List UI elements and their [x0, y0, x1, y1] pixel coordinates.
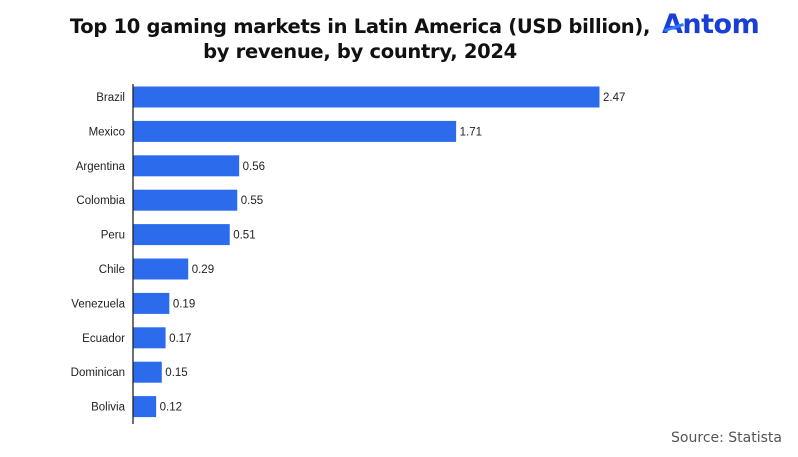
data-label: 0.55 — [241, 195, 263, 207]
antom-logo: Antom — [662, 9, 760, 40]
bar-peru — [133, 224, 230, 246]
data-label: 2.47 — [603, 92, 625, 104]
category-label: Peru — [101, 230, 125, 242]
data-label: 0.12 — [160, 402, 182, 414]
bar-bolivia — [133, 396, 157, 418]
category-label: Chile — [99, 264, 125, 276]
category-label: Colombia — [76, 195, 125, 207]
data-label: 1.71 — [460, 126, 482, 138]
source-note: Source: Statista — [671, 430, 782, 446]
bar-argentina — [133, 155, 240, 177]
category-label: Brazil — [96, 92, 125, 104]
chart-title-line-1: Top 10 gaming markets in Latin America (… — [69, 15, 651, 38]
data-label: 0.17 — [169, 333, 191, 345]
bar-mexico — [133, 120, 457, 142]
bar-brazil — [133, 86, 600, 108]
logo-a-mark: A — [662, 9, 683, 40]
data-label: 0.56 — [243, 161, 265, 173]
category-label: Dominican — [71, 367, 125, 379]
category-label: Argentina — [76, 161, 126, 173]
bar-chile — [133, 258, 189, 280]
category-label: Venezuela — [71, 298, 125, 310]
data-label: 0.19 — [173, 298, 195, 310]
bars-group: Brazil 2.47 Mexico 1.71 Argentina 0.56 Colombi… — [71, 86, 625, 418]
data-label: 0.51 — [233, 230, 255, 242]
bar-venezuela — [133, 292, 170, 314]
data-label: 0.15 — [165, 367, 187, 379]
data-label: 0.29 — [192, 264, 214, 276]
category-label: Ecuador — [82, 333, 125, 345]
logo-text: ntom — [682, 9, 760, 40]
bar-ecuador — [133, 327, 166, 349]
chart-title: Top 10 gaming markets in Latin America (… — [0, 14, 720, 64]
category-label: Mexico — [89, 126, 125, 138]
bar-dominican — [133, 361, 162, 383]
chart-title-line-2: by revenue, by country, 2024 — [203, 40, 517, 63]
category-label: Bolivia — [91, 402, 125, 414]
bar-colombia — [133, 189, 238, 211]
